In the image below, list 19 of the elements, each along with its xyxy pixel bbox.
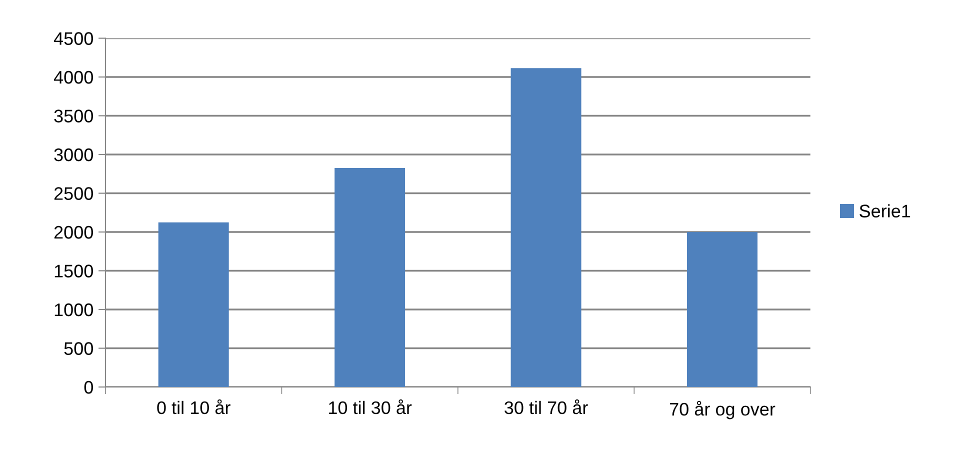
bar bbox=[158, 222, 229, 387]
y-tick-label: 3000 bbox=[54, 148, 93, 162]
y-tick-label: 1500 bbox=[54, 264, 93, 278]
bar bbox=[687, 232, 758, 387]
x-tick-label: 30 til 70 år bbox=[504, 399, 588, 414]
y-tick-label: 2000 bbox=[54, 226, 93, 239]
x-tick-label: 70 år og over bbox=[670, 400, 776, 420]
legend-label: Serie1 bbox=[860, 204, 910, 218]
y-tick-label: 4000 bbox=[54, 70, 93, 84]
y-tick-label: 500 bbox=[64, 342, 93, 355]
x-tick-label: 10 til 30 år bbox=[329, 399, 412, 414]
y-tick-label: 4500 bbox=[54, 32, 93, 45]
y-tick-label: 1000 bbox=[54, 303, 93, 316]
bar bbox=[334, 168, 406, 387]
y-tick-label: 3500 bbox=[54, 110, 93, 122]
bar bbox=[510, 68, 582, 387]
y-tick-label: 0 bbox=[84, 380, 93, 394]
x-tick-label: 0 til 10 år bbox=[157, 399, 230, 414]
y-tick-label: 2500 bbox=[54, 187, 93, 200]
